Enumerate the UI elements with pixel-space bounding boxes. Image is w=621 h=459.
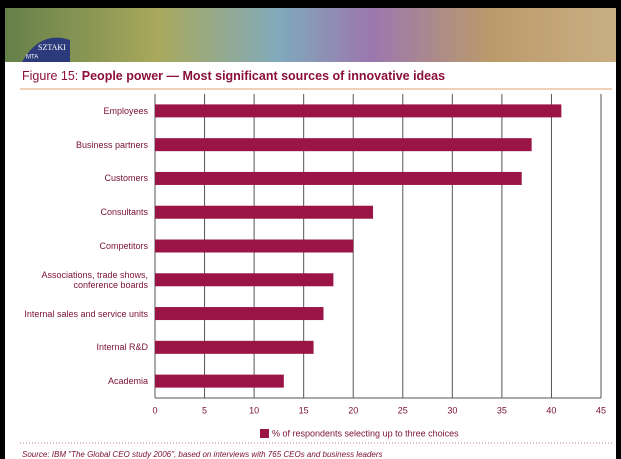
bar (155, 104, 562, 118)
chart-title: Figure 15: People power — Most significa… (22, 69, 445, 83)
bar (155, 171, 522, 185)
logo-top: MTA (26, 55, 38, 61)
x-tick-label: 10 (249, 405, 259, 415)
x-tick-label: 5 (202, 405, 207, 415)
x-tick-label: 35 (497, 405, 507, 415)
x-tick-label: 30 (447, 405, 457, 415)
y-tick-label: Associations, trade shows, conference bo… (41, 269, 148, 290)
y-tick-label: Internal R&D (96, 342, 148, 353)
bar (155, 273, 334, 287)
bar (155, 239, 354, 253)
title-prefix: Figure 15: (22, 69, 78, 83)
logo-shape (22, 37, 70, 62)
y-tick-label: Customers (104, 173, 148, 184)
bar (155, 205, 374, 219)
x-tick-label: 20 (348, 405, 358, 415)
bar (155, 138, 532, 152)
bar (155, 374, 284, 388)
y-tick-label: Employees (103, 105, 148, 116)
title-main: People power — Most significant sources … (82, 69, 445, 83)
x-tick-label: 0 (152, 405, 157, 415)
logo-bottom: SZTAKI (38, 43, 66, 52)
y-tick-label: Business partners (75, 139, 148, 150)
banner-overlay (5, 8, 616, 62)
legend-swatch (260, 429, 269, 438)
bar (155, 307, 324, 321)
y-tick-label: Competitors (99, 241, 148, 251)
x-tick-label: 40 (546, 405, 556, 415)
source: Source: IBM "The Global CEO study 2006",… (22, 450, 383, 459)
legend-label: % of respondents selecting up to three c… (272, 428, 459, 438)
banner (5, 8, 616, 62)
bar (155, 340, 314, 354)
y-tick-label: Internal sales and service units (24, 308, 148, 319)
y-tick-label: Academia (107, 376, 148, 387)
slide-background (5, 8, 616, 459)
x-tick-label: 25 (398, 405, 408, 415)
x-tick-label: 45 (596, 405, 606, 415)
x-tick-label: 15 (299, 405, 309, 415)
y-tick-label: Consultants (100, 207, 148, 218)
